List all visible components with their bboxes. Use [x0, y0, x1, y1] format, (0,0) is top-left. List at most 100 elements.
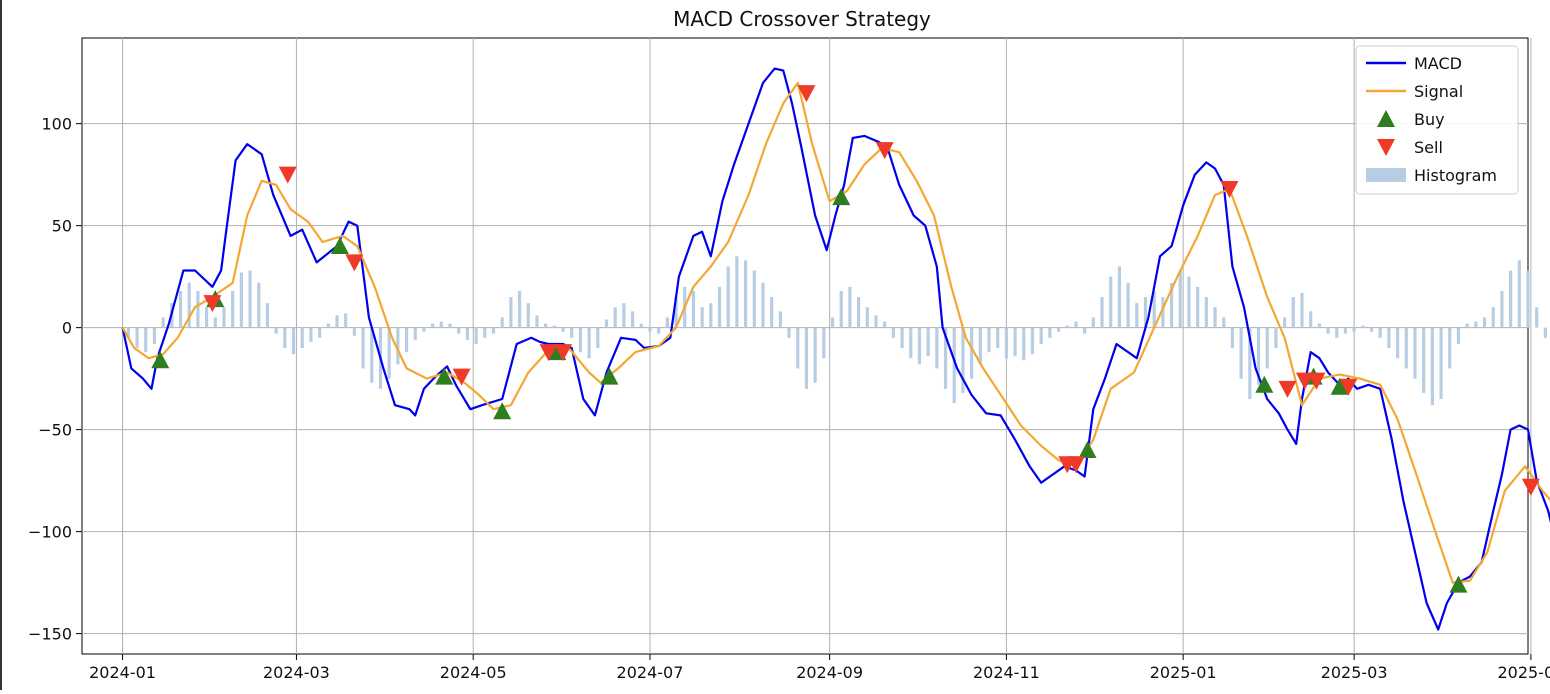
histogram-bar [1222, 317, 1226, 328]
histogram-bar [1361, 325, 1365, 328]
histogram-bar [1326, 327, 1330, 334]
legend-swatch-buy [1377, 110, 1395, 127]
sell-marker [797, 85, 816, 103]
sell-marker [452, 368, 471, 386]
histogram-bar [700, 307, 704, 328]
histogram-bar [1126, 282, 1130, 328]
grid-lines [82, 38, 1532, 654]
histogram-bar [796, 327, 800, 369]
histogram-bar [1065, 325, 1069, 328]
histogram-bar [1535, 307, 1539, 328]
histogram-bar [213, 317, 217, 328]
histogram-bar [1169, 282, 1174, 328]
histogram-bar [500, 317, 504, 328]
histogram-bar [865, 307, 869, 328]
histogram-bar [613, 307, 617, 328]
legend-label: Buy [1414, 110, 1445, 129]
histogram-bar [726, 266, 730, 328]
histogram-bar [1143, 297, 1148, 328]
histogram-bar [752, 270, 756, 328]
histogram-bar [370, 327, 374, 383]
histogram-bar [1378, 327, 1382, 338]
histogram-bar [361, 327, 365, 369]
histogram-bar [978, 327, 982, 365]
histogram-bar [1196, 286, 1200, 328]
histogram-bar [396, 327, 400, 365]
histogram-bar [596, 327, 600, 349]
histogram-bar [857, 297, 861, 328]
histogram-bar [205, 307, 209, 328]
histogram-bar [1239, 327, 1243, 379]
histogram-bar [1039, 327, 1043, 344]
histogram-bar [187, 282, 191, 328]
histogram-bar [691, 290, 696, 328]
histogram-bar [1187, 276, 1191, 328]
histogram-bar [509, 297, 513, 328]
histogram-bar [830, 317, 835, 328]
histogram-bar [483, 327, 487, 338]
histogram-bar [1213, 307, 1217, 328]
histogram-bar [1465, 323, 1469, 328]
sell-marker [1307, 372, 1326, 390]
histogram-bar [926, 327, 930, 357]
sell-marker [1339, 378, 1358, 396]
histogram-bar [491, 327, 496, 334]
histogram-bar [578, 327, 583, 353]
histogram-bar [839, 290, 843, 328]
buy-marker [1078, 441, 1097, 459]
buy-marker [832, 188, 851, 206]
histogram-bar [257, 282, 261, 328]
histogram-bar [1013, 327, 1017, 357]
histogram-bar [709, 303, 713, 328]
histogram-bar [1030, 327, 1035, 355]
histogram-bar [1491, 307, 1495, 328]
histogram-bar [1482, 317, 1487, 328]
histogram-bar [1256, 327, 1261, 385]
x-tick-label: 2024-09 [796, 663, 863, 682]
histogram-bar [1248, 327, 1252, 400]
histogram-bar [1404, 327, 1408, 369]
histogram-bar [1282, 317, 1287, 328]
histogram-bar [1413, 327, 1417, 379]
sell-marker [203, 295, 222, 313]
histogram-bar [1369, 327, 1374, 332]
histogram-bar [1300, 292, 1304, 328]
legend-label: Sell [1414, 138, 1443, 157]
histogram-bar [309, 327, 313, 342]
histogram-bar [178, 290, 183, 328]
sell-marker [345, 254, 364, 272]
y-tick-label: 50 [52, 217, 72, 236]
histogram-bar [291, 327, 296, 355]
histogram-bar [1004, 327, 1008, 359]
histogram-bar [630, 311, 635, 328]
histogram-bar [1430, 327, 1434, 406]
histogram-bar [1474, 321, 1478, 328]
histogram-bar [1352, 327, 1356, 332]
y-tick-label: −100 [28, 523, 72, 542]
buy-marker [1330, 377, 1349, 395]
histogram-bar [248, 270, 252, 328]
histogram-bar [735, 256, 739, 328]
x-tick-label: 2025-01 [1150, 663, 1217, 682]
histogram-bar [761, 282, 765, 328]
histogram-bar [318, 327, 322, 338]
histogram-bar [587, 327, 591, 359]
histogram-bar [657, 327, 661, 334]
histogram-bar [1083, 327, 1087, 334]
histogram-bar [987, 327, 991, 353]
histogram-bar [1509, 270, 1513, 328]
histogram-bar [526, 303, 530, 328]
buy-marker [330, 237, 349, 255]
histogram-bar [622, 303, 626, 328]
histogram-bar [1135, 303, 1139, 328]
histogram-bar [474, 327, 478, 344]
histogram-bar [935, 327, 939, 369]
y-tick-label: −150 [28, 625, 72, 644]
histogram-bar [387, 327, 391, 379]
x-tick-label: 2024-07 [617, 663, 684, 682]
buy-marker [435, 367, 454, 385]
histogram-bar [274, 327, 278, 334]
histogram-bar [448, 323, 452, 328]
y-tick-label: −50 [38, 421, 72, 440]
